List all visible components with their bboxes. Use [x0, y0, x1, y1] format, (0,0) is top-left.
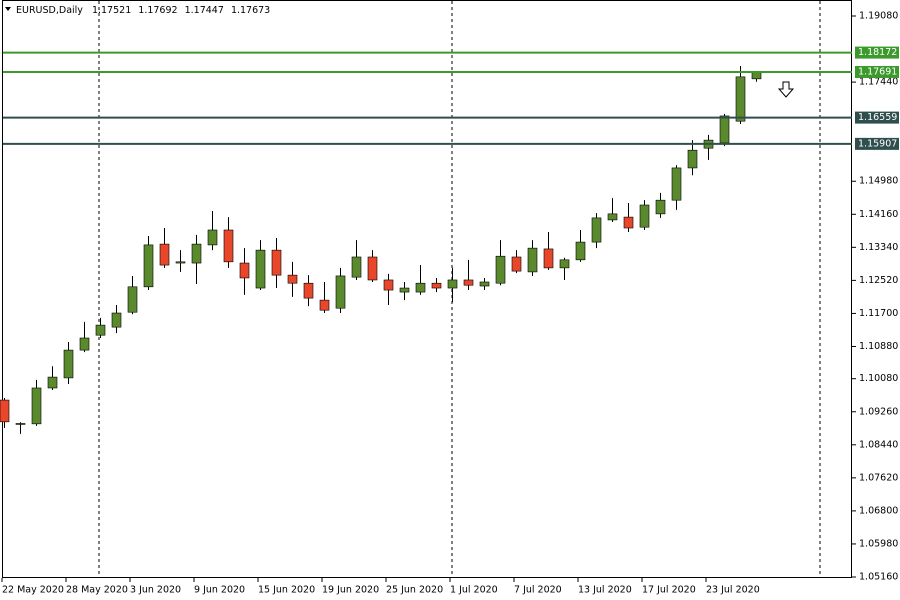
- y-tick-label: 1.05980: [859, 538, 898, 549]
- symbol: EURUSD,Daily: [16, 5, 83, 16]
- level-label-box: [855, 111, 899, 124]
- candle-body: [639, 204, 650, 228]
- candle-body: [239, 262, 250, 279]
- candle-body: [511, 256, 522, 272]
- y-tick-label: 1.17440: [859, 77, 898, 88]
- level-label-box: [855, 46, 899, 59]
- candle-body: [207, 229, 218, 246]
- candle-body: [623, 216, 634, 229]
- candle-body: [271, 249, 282, 276]
- candle-body: [255, 249, 266, 289]
- x-tick-label: 9 Jun 2020: [194, 585, 245, 596]
- candle-body: [15, 423, 26, 425]
- header-close: 1.17673: [231, 5, 270, 16]
- y-tick-label: 1.06800: [859, 505, 898, 516]
- candle-body: [607, 213, 618, 221]
- x-tick-label: 17 Jul 2020: [642, 585, 696, 596]
- x-tick-label: 25 Jun 2020: [386, 585, 443, 596]
- candle-body: [175, 261, 186, 264]
- candle-body: [319, 299, 330, 311]
- y-tick-label: 1.14980: [859, 176, 898, 187]
- level-label-box: [855, 65, 899, 78]
- candle-body: [191, 243, 202, 264]
- candle-body: [159, 243, 170, 266]
- level-label: 1.17691: [858, 66, 897, 77]
- x-tick-label: 23 Jul 2020: [706, 585, 760, 596]
- candle-body: [143, 244, 154, 288]
- candle-body: [735, 76, 746, 122]
- x-tick-label: 3 Jun 2020: [130, 585, 181, 596]
- menu-triangle[interactable]: [5, 7, 11, 11]
- x-tick-label: 22 May 2020: [2, 585, 64, 596]
- candle-body: [559, 259, 570, 269]
- x-tick-label: 19 Jun 2020: [322, 585, 379, 596]
- level-label-box: [855, 137, 899, 150]
- candle-body: [335, 275, 346, 309]
- y-tick-label: 1.10880: [859, 341, 898, 352]
- candle-body: [0, 399, 10, 423]
- plot-frame: [2, 0, 852, 578]
- candle-body: [383, 279, 394, 291]
- y-tick-label: 1.11700: [859, 308, 898, 319]
- candle-body: [479, 281, 490, 287]
- x-tick-label: 28 May 2020: [66, 585, 128, 596]
- candle-body: [463, 279, 474, 286]
- candle-body: [127, 286, 138, 313]
- candle-body: [79, 337, 90, 351]
- x-tick-label: 13 Jul 2020: [578, 585, 632, 596]
- candle-body: [399, 287, 410, 293]
- candle-body: [367, 256, 378, 281]
- candle-body: [495, 255, 506, 284]
- candle-body: [287, 274, 298, 284]
- level-label: 1.18172: [858, 47, 897, 58]
- candle-body: [447, 279, 458, 289]
- header-low: 1.17447: [185, 5, 224, 16]
- header-open: 1.17521: [92, 5, 131, 16]
- candle-body: [63, 349, 74, 379]
- candle-body: [527, 247, 538, 273]
- y-tick-label: 1.05160: [859, 571, 898, 582]
- chart-header: EURUSD,Daily 1.17521 1.17692 1.17447 1.1…: [16, 5, 270, 16]
- candle-body: [431, 282, 442, 289]
- x-tick-label: 1 Jul 2020: [450, 585, 498, 596]
- down-arrow: [777, 81, 795, 98]
- candle-body: [111, 312, 122, 328]
- x-tick-label: 15 Jun 2020: [258, 585, 315, 596]
- level-label: 1.15907: [858, 138, 897, 149]
- header-high: 1.17692: [138, 5, 177, 16]
- level-label: 1.16559: [858, 112, 897, 123]
- candle-body: [95, 324, 106, 336]
- y-tick-label: 1.10080: [859, 373, 898, 384]
- x-tick-label: 7 Jul 2020: [514, 585, 562, 596]
- y-tick-label: 1.09260: [859, 406, 898, 417]
- candle-body: [351, 256, 362, 278]
- y-tick-label: 1.13340: [859, 242, 898, 253]
- y-tick-label: 1.07620: [859, 472, 898, 483]
- candle-body: [543, 248, 554, 269]
- candle-body: [591, 217, 602, 243]
- candle-body: [655, 199, 666, 215]
- candle-body: [31, 387, 42, 425]
- candle-body: [303, 282, 314, 299]
- y-tick-label: 1.08440: [859, 439, 898, 450]
- candle-body: [751, 72, 762, 80]
- candle-body: [223, 229, 234, 263]
- y-tick-label: 1.14160: [859, 209, 898, 220]
- candle-body: [687, 149, 698, 169]
- candle-body: [47, 376, 58, 389]
- y-tick-label: 1.19080: [859, 10, 898, 21]
- candle-body: [415, 282, 426, 293]
- candle-body: [671, 167, 682, 201]
- candle-body: [719, 115, 730, 144]
- candle-body: [575, 241, 586, 261]
- y-tick-label: 1.12520: [859, 275, 898, 286]
